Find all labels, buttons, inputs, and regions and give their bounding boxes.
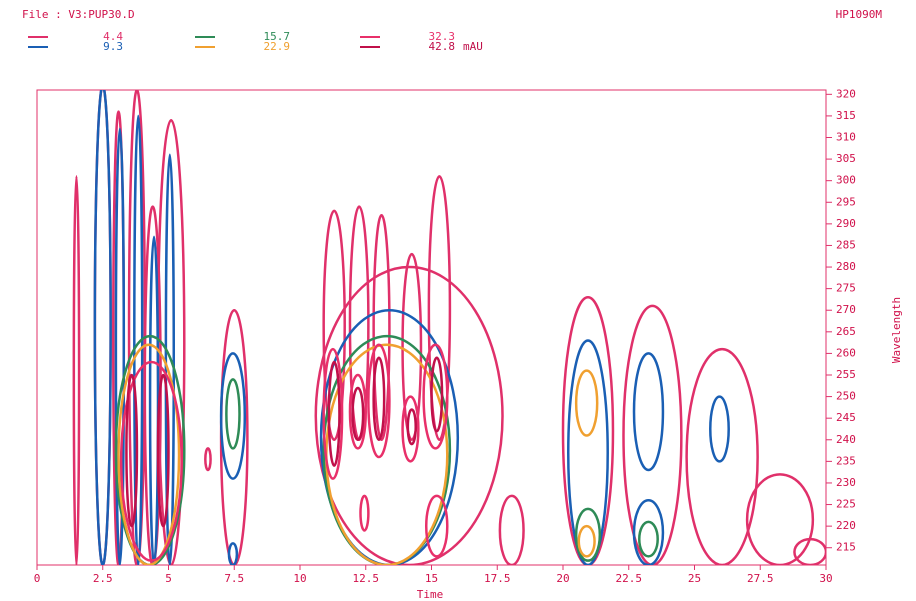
contour-line (204, 447, 212, 472)
y-tick-label: 255 (836, 368, 856, 381)
contour-line (424, 494, 449, 558)
x-tick-label: 27.5 (747, 572, 774, 585)
contour-line (351, 386, 365, 442)
x-tick-label: 22.5 (616, 572, 643, 585)
contour-line (322, 209, 346, 442)
x-tick-label: 15 (425, 572, 438, 585)
y-tick-label: 300 (836, 174, 856, 187)
contour-line (148, 235, 160, 565)
y-tick-label: 320 (836, 87, 856, 100)
x-tick-label: 10 (293, 572, 306, 585)
contour-line (117, 343, 181, 565)
legend-label: 9.3 (103, 40, 123, 53)
y-tick-label: 285 (836, 238, 856, 251)
contour-line (314, 265, 504, 565)
contour-line (319, 309, 460, 565)
legend-unit: mAU (463, 40, 483, 53)
legend-label: 42.8 (429, 40, 456, 53)
contour-line (93, 90, 112, 565)
contour-line (401, 252, 423, 442)
contour-line (72, 175, 81, 565)
x-axis-label: Time (417, 588, 444, 601)
contour-line (322, 347, 344, 480)
y-tick-label: 225 (836, 498, 856, 511)
contour-line (119, 360, 183, 562)
contour-line (372, 213, 391, 442)
contour-line (367, 343, 391, 459)
x-tick-label: 20 (556, 572, 569, 585)
contour-line (427, 175, 452, 442)
contour-line (632, 352, 665, 472)
y-tick-label: 235 (836, 454, 856, 467)
contour-line (574, 369, 599, 437)
x-tick-label: 0 (34, 572, 41, 585)
contour-line (125, 373, 139, 528)
contour-line (632, 498, 665, 565)
contour-line (227, 542, 239, 565)
contour-layer (72, 90, 826, 565)
y-tick-label: 290 (836, 217, 856, 230)
y-tick-label: 265 (836, 325, 856, 338)
legend-label: 15.7 (264, 30, 291, 43)
contour-line (327, 360, 341, 467)
contour-line (422, 343, 449, 450)
contour-line (348, 373, 367, 450)
y-tick-label: 310 (836, 131, 856, 144)
contour-line (430, 356, 444, 433)
contour-line (359, 494, 370, 532)
y-tick-label: 315 (836, 109, 856, 122)
instrument: HP1090M (836, 8, 883, 21)
y-tick-label: 220 (836, 519, 856, 532)
x-tick-label: 25 (688, 572, 701, 585)
y-tick-label: 240 (836, 433, 856, 446)
x-tick-label: 12.5 (353, 572, 380, 585)
x-tick-label: 7.5 (224, 572, 244, 585)
x-tick-label: 2.5 (93, 572, 113, 585)
legend-label: 4.4 (103, 30, 123, 43)
y-axis-label: Wavelength (890, 297, 903, 363)
chart-title: File : V3:PUP30.D (22, 8, 135, 21)
y-tick-label: 250 (836, 390, 856, 403)
contour-line (622, 304, 683, 565)
legend-label: 22.9 (264, 40, 291, 53)
contour-line (406, 408, 417, 446)
y-tick-label: 230 (836, 476, 856, 489)
y-tick-label: 280 (836, 260, 856, 273)
y-tick-label: 275 (836, 282, 856, 295)
contour-line (156, 373, 170, 528)
contour-line (225, 378, 241, 450)
contour-line (567, 339, 609, 565)
contour-line (401, 395, 420, 463)
y-tick-label: 245 (836, 411, 856, 424)
contour-line (793, 537, 826, 565)
contour-line (498, 494, 525, 565)
y-tick-label: 305 (836, 152, 856, 165)
x-tick-label: 30 (819, 572, 832, 585)
contour-line (574, 507, 602, 562)
contour-line (114, 127, 126, 565)
contour-line (219, 352, 247, 480)
contour-line (638, 520, 659, 558)
y-tick-label: 260 (836, 346, 856, 359)
legend-label: 32.3 (429, 30, 456, 43)
x-tick-label: 5 (165, 572, 172, 585)
x-tick-label: 17.5 (484, 572, 511, 585)
y-tick-label: 215 (836, 541, 856, 554)
y-tick-label: 295 (836, 195, 856, 208)
contour-line (745, 473, 815, 565)
contour-line (577, 524, 596, 558)
contour-line (685, 347, 759, 565)
contour-line (372, 356, 386, 442)
contour-line (164, 153, 176, 565)
contour-line (709, 395, 730, 463)
y-tick-label: 270 (836, 303, 856, 316)
